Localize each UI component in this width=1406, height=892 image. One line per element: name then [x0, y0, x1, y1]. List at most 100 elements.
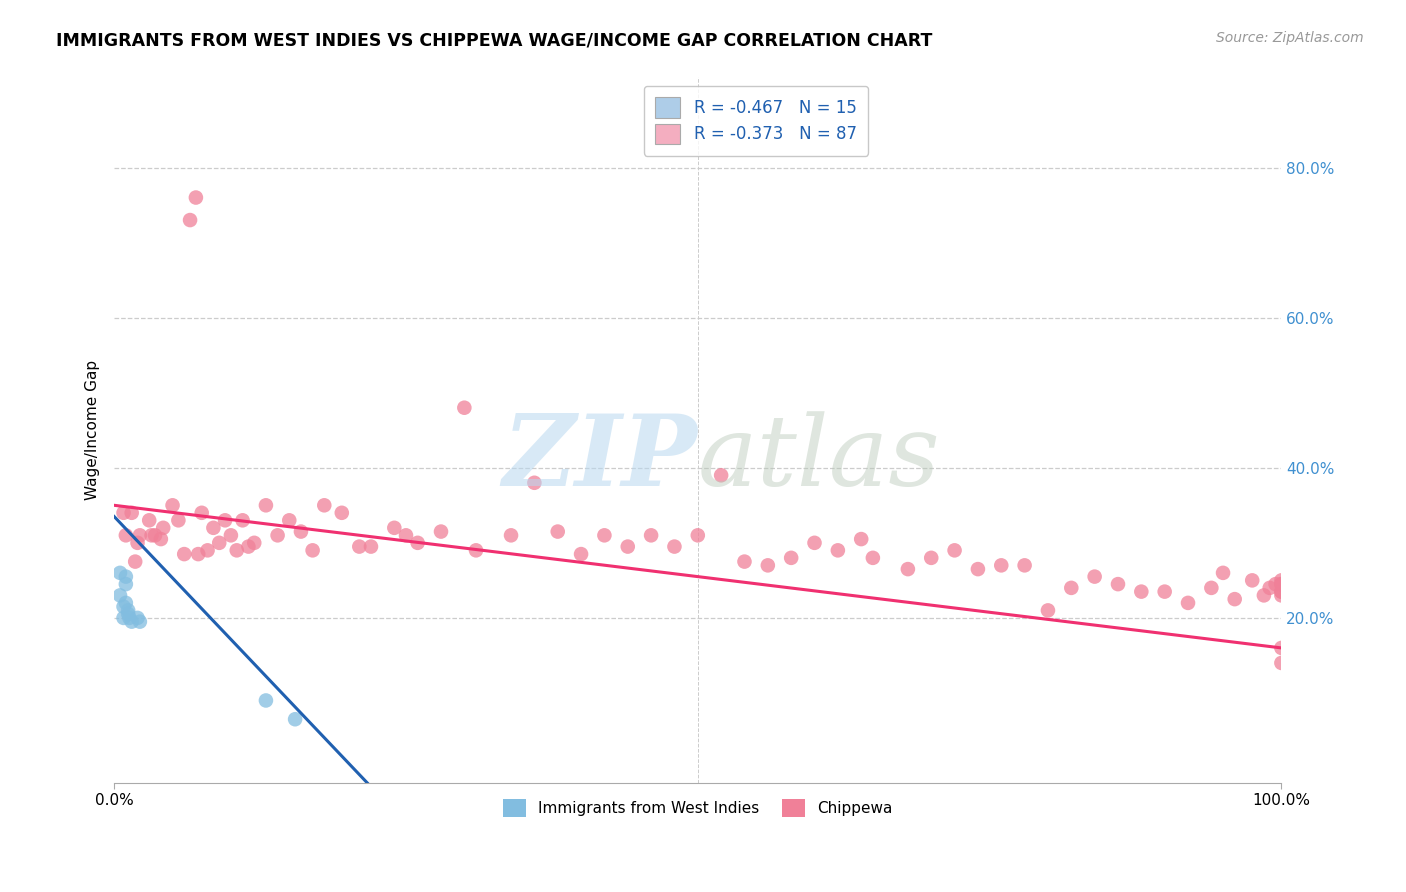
Point: [1270, 574, 1292, 588]
Point: [1201, 581, 1223, 595]
Point: [1153, 584, 1175, 599]
Legend: Immigrants from West Indies, Chippewa: Immigrants from West Indies, Chippewa: [495, 791, 900, 825]
Point: [1270, 577, 1292, 591]
Point: [115, 596, 138, 610]
Point: [143, 528, 166, 542]
Point: [118, 611, 141, 625]
Point: [128, 528, 150, 542]
Point: [1241, 574, 1264, 588]
Point: [138, 513, 160, 527]
Y-axis label: Wage/Income Gap: Wage/Income Gap: [86, 360, 100, 500]
Point: [897, 562, 920, 576]
Point: [243, 536, 266, 550]
Point: [108, 588, 131, 602]
Point: [232, 513, 254, 527]
Point: [219, 528, 242, 542]
Point: [225, 543, 247, 558]
Point: [152, 521, 174, 535]
Point: [187, 547, 209, 561]
Point: [112, 506, 135, 520]
Point: [117, 603, 139, 617]
Point: [278, 513, 301, 527]
Point: [360, 540, 382, 554]
Point: [214, 513, 236, 527]
Point: [290, 524, 312, 539]
Point: [173, 547, 195, 561]
Point: [314, 498, 336, 512]
Point: [862, 550, 884, 565]
Point: [780, 550, 803, 565]
Point: [710, 468, 733, 483]
Point: [1270, 656, 1292, 670]
Point: [1107, 577, 1129, 591]
Point: [382, 521, 405, 535]
Point: [395, 528, 418, 542]
Point: [128, 615, 150, 629]
Point: [284, 712, 307, 726]
Text: atlas: atlas: [697, 411, 941, 506]
Point: [1258, 581, 1281, 595]
Point: [1253, 588, 1275, 602]
Point: [179, 213, 201, 227]
Point: [1270, 584, 1292, 599]
Text: IMMIGRANTS FROM WEST INDIES VS CHIPPEWA WAGE/INCOME GAP CORRELATION CHART: IMMIGRANTS FROM WEST INDIES VS CHIPPEWA …: [56, 31, 932, 49]
Point: [1212, 566, 1234, 580]
Point: [547, 524, 569, 539]
Point: [254, 693, 277, 707]
Point: [1036, 603, 1059, 617]
Point: [990, 558, 1012, 573]
Point: [499, 528, 522, 542]
Point: [803, 536, 825, 550]
Point: [1270, 584, 1292, 599]
Point: [202, 521, 225, 535]
Point: [616, 540, 638, 554]
Point: [112, 599, 135, 614]
Point: [112, 611, 135, 625]
Point: [184, 190, 207, 204]
Point: [569, 547, 592, 561]
Point: [1014, 558, 1036, 573]
Text: ZIP: ZIP: [503, 410, 697, 507]
Point: [430, 524, 453, 539]
Point: [190, 506, 212, 520]
Point: [920, 550, 942, 565]
Point: [301, 543, 323, 558]
Point: [1223, 592, 1246, 607]
Point: [943, 543, 966, 558]
Point: [756, 558, 779, 573]
Point: [121, 506, 143, 520]
Point: [121, 615, 143, 629]
Point: [640, 528, 662, 542]
Text: Source: ZipAtlas.com: Source: ZipAtlas.com: [1216, 31, 1364, 45]
Point: [162, 498, 184, 512]
Point: [149, 532, 172, 546]
Point: [1130, 584, 1153, 599]
Point: [108, 566, 131, 580]
Point: [349, 540, 371, 554]
Point: [827, 543, 849, 558]
Point: [167, 513, 190, 527]
Point: [465, 543, 488, 558]
Point: [115, 577, 138, 591]
Point: [406, 536, 429, 550]
Point: [141, 528, 163, 542]
Point: [593, 528, 616, 542]
Point: [1270, 588, 1292, 602]
Point: [124, 555, 146, 569]
Point: [1264, 577, 1286, 591]
Point: [208, 536, 231, 550]
Point: [1270, 577, 1292, 591]
Point: [115, 569, 138, 583]
Point: [686, 528, 709, 542]
Point: [127, 536, 149, 550]
Point: [1270, 640, 1292, 655]
Point: [1084, 569, 1107, 583]
Point: [330, 506, 353, 520]
Point: [734, 555, 756, 569]
Point: [115, 528, 138, 542]
Point: [266, 528, 288, 542]
Point: [254, 498, 277, 512]
Point: [523, 475, 546, 490]
Point: [851, 532, 873, 546]
Point: [1177, 596, 1199, 610]
